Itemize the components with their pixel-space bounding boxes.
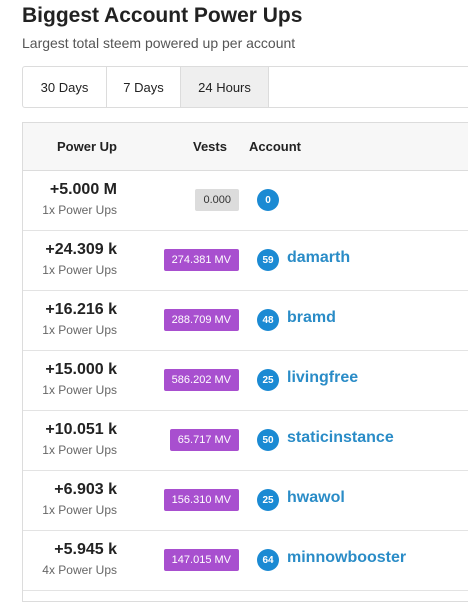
account-link[interactable]: bramd: [287, 309, 336, 326]
tab-7-days[interactable]: 7 Days: [107, 67, 181, 107]
tab-24-hours[interactable]: 24 Hours: [181, 67, 269, 107]
account-link[interactable]: damarth: [287, 249, 351, 266]
table-row: +5.945 k 4x Power Ups 147.015 MV 64 minn…: [23, 531, 468, 591]
reputation-badge: 0: [257, 189, 279, 211]
power-up-amount: +15.000 k: [45, 361, 117, 378]
vests-badge: 274.381 MV: [163, 249, 239, 271]
reputation-badge: 64: [257, 549, 279, 571]
table-row: +24.309 k 1x Power Ups 274.381 MV 59 dam…: [23, 231, 468, 291]
power-up-amount: +10.051 k: [45, 421, 117, 438]
column-header-account[interactable]: Account: [249, 139, 301, 154]
power-up-count: 1x Power Ups: [42, 503, 117, 517]
power-up-count: 1x Power Ups: [42, 443, 117, 457]
power-ups-table: Power Up Vests Account +5.000 M 1x Power…: [22, 122, 468, 602]
reputation-badge: 59: [257, 249, 279, 271]
power-up-amount: +24.309 k: [45, 241, 117, 258]
page-title: Biggest Account Power Ups: [22, 4, 303, 27]
power-up-amount: +5.000 M: [49, 181, 117, 198]
table-header: Power Up Vests Account: [23, 123, 468, 171]
reputation-badge: 25: [257, 489, 279, 511]
reputation-badge: 25: [257, 369, 279, 391]
account-link[interactable]: staticinstance: [287, 429, 394, 446]
account-link[interactable]: minnowbooster: [287, 549, 407, 566]
vests-badge: 0.000: [195, 189, 239, 211]
vests-badge: 147.015 MV: [163, 549, 239, 571]
vests-badge: 65.717 MV: [169, 429, 239, 451]
table-row: +10.051 k 1x Power Ups 65.717 MV 50 stat…: [23, 411, 468, 471]
tab-30-days[interactable]: 30 Days: [23, 67, 107, 107]
power-up-count: 1x Power Ups: [42, 323, 117, 337]
vests-badge: 288.709 MV: [163, 309, 239, 331]
power-up-amount: +5.945 k: [54, 541, 117, 558]
vests-badge: 156.310 MV: [163, 489, 239, 511]
table-row: +5.000 M 1x Power Ups 0.000 0: [23, 171, 468, 231]
column-header-power-up[interactable]: Power Up: [57, 139, 117, 154]
power-up-count: 1x Power Ups: [42, 263, 117, 277]
account-link[interactable]: livingfree: [287, 369, 359, 386]
vests-badge: 586.202 MV: [163, 369, 239, 391]
table-row: +6.903 k 1x Power Ups 156.310 MV 25 hwaw…: [23, 471, 468, 531]
power-up-amount: +6.903 k: [54, 481, 117, 498]
table-row: +16.216 k 1x Power Ups 288.709 MV 48 bra…: [23, 291, 468, 351]
column-header-vests[interactable]: Vests: [193, 139, 227, 154]
page-subtitle: Largest total steem powered up per accou…: [22, 35, 296, 51]
table-row: +15.000 k 1x Power Ups 586.202 MV 25 liv…: [23, 351, 468, 411]
reputation-badge: 48: [257, 309, 279, 331]
account-link[interactable]: hwawol: [287, 489, 345, 506]
power-up-count: 1x Power Ups: [42, 383, 117, 397]
reputation-badge: 50: [257, 429, 279, 451]
period-tabs: 30 Days 7 Days 24 Hours: [22, 66, 468, 108]
power-up-count: 4x Power Ups: [42, 563, 117, 577]
power-up-amount: +16.216 k: [45, 301, 117, 318]
power-up-count: 1x Power Ups: [42, 203, 117, 217]
